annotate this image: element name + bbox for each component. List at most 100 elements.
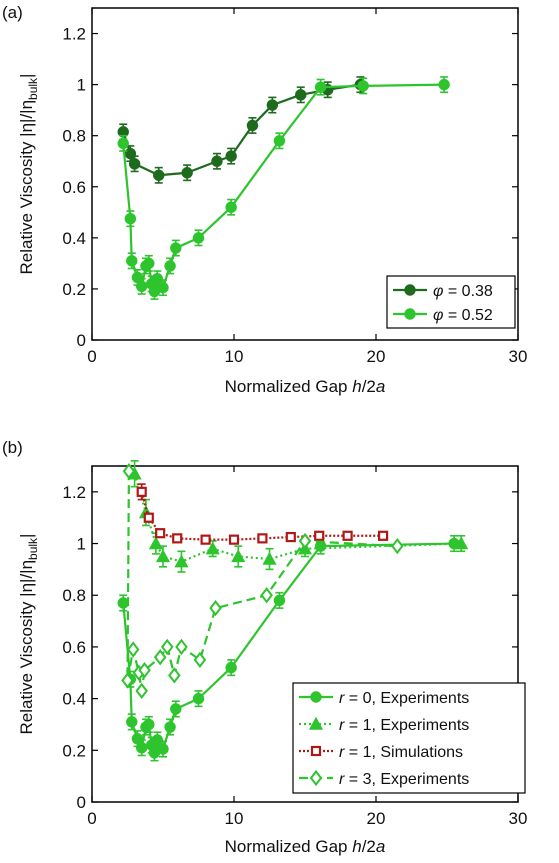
legend-item: φ = 0.38 — [393, 283, 493, 300]
data-point — [164, 260, 176, 272]
legend-item: r = 3, Experiments — [299, 769, 469, 788]
data-point — [228, 534, 240, 545]
data-point — [357, 80, 369, 92]
legend-item: r = 1, Simulations — [299, 744, 463, 761]
x-tick-label: 20 — [367, 809, 386, 828]
series-line — [126, 471, 398, 692]
series-layer — [117, 460, 469, 762]
data-point — [225, 150, 237, 162]
data-point — [136, 486, 147, 497]
legend-marker — [404, 284, 416, 296]
y-axis-label: Relative Viscosity |η|/|ηbulk| — [17, 534, 40, 735]
data-point — [200, 534, 211, 545]
panel-a: (a) 0 0.2 0.4 0.6 0.8 1 1.2 0 10 20 30 Normalized… — [2, 3, 527, 396]
data-point — [138, 662, 151, 679]
data-point — [298, 532, 312, 550]
data-point — [192, 232, 205, 244]
data-point — [157, 281, 169, 294]
y-tick-label: 0.6 — [62, 178, 86, 197]
data-point — [170, 703, 182, 715]
legend-item: r = 1, Experiments — [299, 716, 469, 734]
legend-label: r = 1, Simulations — [339, 744, 463, 761]
data-point — [126, 255, 138, 267]
data-point — [378, 530, 389, 541]
data-point — [342, 530, 353, 541]
legend: r = 0, Experiments r = 1, Experiments r = … — [292, 682, 526, 794]
y-tick-label: 0.4 — [62, 690, 86, 709]
y-ticks: 0 0.2 0.4 0.6 0.8 1 1.2 — [62, 483, 518, 812]
series-1 — [117, 76, 450, 300]
data-point — [148, 536, 163, 550]
data-point — [128, 158, 141, 170]
y-tick-label: 0.8 — [62, 127, 86, 146]
legend-label: φ = 0.52 — [433, 307, 493, 324]
data-point — [262, 551, 277, 565]
data-point — [295, 89, 307, 101]
data-point — [168, 667, 181, 684]
data-point — [117, 597, 129, 609]
legend-marker — [310, 745, 322, 757]
legend: φ = 0.38 φ = 0.52 — [386, 275, 516, 329]
y-tick-label: 0.4 — [62, 229, 86, 248]
x-tick-label: 10 — [225, 347, 244, 366]
legend-label: r = 0, Experiments — [339, 690, 469, 707]
panel-label: (a) — [2, 3, 23, 22]
x-tick-label: 30 — [509, 347, 528, 366]
data-point — [181, 167, 193, 179]
y-tick-label: 1.2 — [62, 25, 86, 44]
data-point — [122, 463, 136, 480]
panel-label: (b) — [2, 438, 23, 457]
x-tick-label: 10 — [225, 809, 244, 828]
y-axis-label: Relative Viscosity |η|/|ηbulk| — [17, 74, 40, 275]
data-point — [192, 692, 205, 705]
data-point — [273, 594, 286, 607]
series-2 — [136, 483, 389, 545]
y-tick-label: 0 — [77, 793, 86, 812]
data-point — [121, 672, 134, 689]
data-point — [211, 155, 223, 167]
data-point — [157, 743, 169, 755]
data-point — [314, 81, 327, 93]
legend-label: r = 3, Experiments — [339, 771, 469, 788]
legend-box — [292, 682, 526, 794]
legend-label: φ = 0.38 — [433, 283, 493, 300]
data-point — [273, 135, 286, 147]
legend-marker — [310, 691, 322, 703]
data-point — [266, 99, 279, 111]
legend-item: r = 0, Experiments — [299, 690, 469, 707]
data-point — [172, 533, 183, 544]
data-point — [136, 742, 148, 754]
data-point — [164, 721, 176, 733]
data-point — [131, 732, 144, 745]
data-point — [193, 651, 207, 668]
x-tick-label: 0 — [87, 809, 96, 828]
series-line — [122, 83, 361, 177]
data-point — [246, 119, 259, 132]
series-0 — [117, 76, 367, 184]
data-point — [155, 549, 171, 563]
x-tick-label: 30 — [509, 809, 528, 828]
data-point — [126, 716, 138, 728]
data-point — [170, 242, 182, 254]
data-point — [126, 641, 140, 658]
y-tick-label: 1.2 — [62, 483, 86, 502]
legend-marker — [308, 716, 324, 730]
data-point — [314, 530, 325, 541]
data-point — [285, 531, 296, 543]
y-tick-label: 1 — [77, 535, 86, 554]
data-point — [136, 280, 148, 293]
series-1 — [127, 460, 469, 573]
data-point — [454, 536, 469, 550]
data-point — [135, 682, 148, 700]
data-point — [205, 541, 220, 555]
plot-frame — [91, 7, 519, 341]
series-3 — [121, 463, 404, 700]
legend-marker — [309, 769, 323, 787]
y-tick-label: 0.2 — [62, 741, 86, 760]
y-tick-label: 0.8 — [62, 586, 86, 605]
x-tick-label: 0 — [87, 347, 96, 366]
x-axis-label: Normalized Gap h/2a — [225, 377, 386, 396]
data-point — [143, 257, 155, 270]
y-tick-label: 0.2 — [62, 280, 86, 299]
